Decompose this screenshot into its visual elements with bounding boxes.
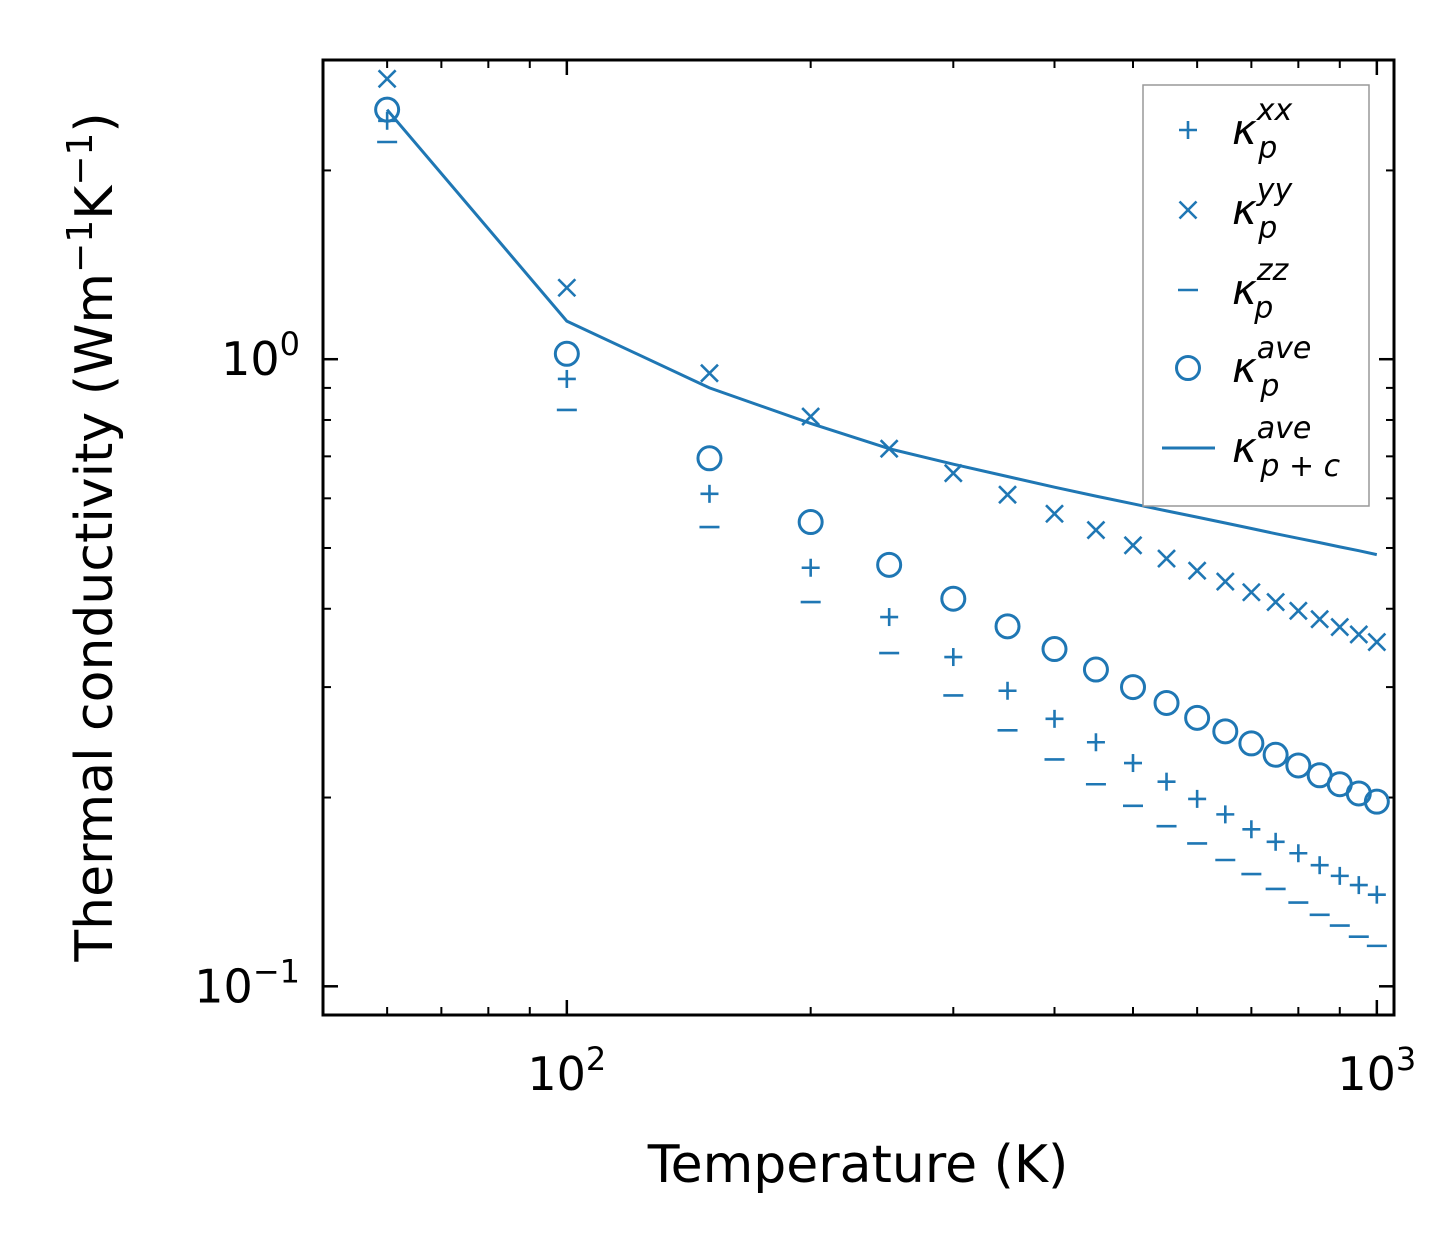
data-point-kyy [377, 69, 397, 89]
data-point-kave [374, 96, 401, 123]
data-point-kxx [1216, 805, 1235, 824]
legend-label: κyy p [1232, 173, 1294, 246]
data-point-kave [1120, 674, 1147, 701]
data-point-kyy [1157, 549, 1176, 568]
data-point-kxx [1310, 856, 1329, 875]
data-point-kyy [1086, 520, 1106, 540]
data-point-kyy [1241, 582, 1261, 602]
data-point-kave [994, 613, 1021, 640]
data-point-kave [1212, 718, 1239, 745]
series-kzz [377, 140, 1387, 948]
series-line-kpc [385, 108, 1378, 557]
y-tick-label: 100 [221, 325, 300, 386]
data-point-kave [1153, 689, 1180, 716]
data-point-kave [1262, 741, 1289, 768]
data-point-kave [1082, 656, 1109, 683]
data-point-kyy [1310, 609, 1330, 629]
series-kpc [385, 108, 1378, 557]
data-point-kxx [1349, 876, 1368, 895]
data-point-kxx [1289, 844, 1308, 863]
data-point-kave [1041, 636, 1068, 663]
data-point-kxx [1045, 709, 1064, 728]
data-point-kxx [1367, 885, 1386, 904]
data-point-kyy [1215, 572, 1235, 591]
legend-swatch [1179, 121, 1197, 139]
y-axis-label: Thermal conductivity (Wm−1K−1) [60, 112, 125, 962]
legend-entry-kave: κave p [1175, 331, 1311, 404]
data-point-kxx [998, 681, 1017, 700]
y-tick-label: 10−1 [194, 952, 300, 1013]
data-point-kyy [1367, 632, 1387, 652]
data-point-kxx [700, 484, 719, 503]
data-point-kxx [880, 608, 899, 627]
data-point-kyy [1349, 625, 1369, 644]
legend-frame [1142, 84, 1370, 507]
data-point-kyy [1045, 504, 1064, 524]
data-point-kyy [1330, 617, 1350, 637]
data-point-kyy [557, 278, 577, 298]
legend-entry-kxx: κxx p [1179, 93, 1293, 166]
legend-entry-kzz: κzz p [1178, 253, 1290, 326]
data-point-kyy [1187, 561, 1207, 581]
legend-swatch [1178, 200, 1198, 220]
data-point-kave [1238, 730, 1265, 757]
x-tick-label: 103 [1337, 1040, 1416, 1101]
tick-labels: 102 103 100 10−1 [194, 325, 1416, 1101]
data-point-kyy [998, 485, 1017, 505]
legend-entry-kpc: κave p + c [1162, 411, 1341, 484]
data-point-kave [696, 445, 723, 472]
data-point-kxx [557, 369, 576, 388]
data-point-kave [1285, 752, 1312, 779]
plot-frame [321, 58, 1396, 1017]
data-point-kxx [1266, 832, 1285, 851]
data-marks [374, 69, 1390, 948]
data-point-kyy [943, 463, 963, 483]
series-kxx [378, 111, 1386, 904]
data-point-kave [876, 551, 903, 578]
data-point-kxx [801, 558, 820, 577]
data-point-kyy [1288, 601, 1308, 621]
data-point-kyy [1266, 592, 1286, 612]
series-kave [374, 96, 1390, 815]
data-point-kxx [1157, 772, 1176, 791]
legend-label: κave p [1232, 331, 1311, 404]
data-point-kxx [1330, 866, 1349, 885]
data-point-kave [940, 585, 967, 612]
data-point-kave [1184, 704, 1211, 731]
data-point-kxx [1242, 820, 1261, 839]
legend-label: κave p + c [1232, 411, 1341, 484]
series-kyy [377, 69, 1387, 652]
data-point-kxx [1124, 754, 1143, 773]
data-point-kxx [1188, 789, 1207, 808]
data-point-kave [797, 509, 824, 536]
data-point-kave [1363, 788, 1390, 815]
data-point-kyy [700, 363, 719, 383]
data-point-kxx [944, 648, 963, 667]
data-point-kave [553, 340, 580, 367]
legend-label: κzz p [1232, 253, 1290, 326]
x-tick-label: 102 [527, 1040, 606, 1101]
svg-text:Thermal conductivity (Wm−1K−1): Thermal conductivity (Wm−1K−1) [60, 112, 125, 962]
legend-label: κxx p [1232, 93, 1293, 166]
x-axis-label: Temperature (K) [647, 1135, 1069, 1195]
data-point-kxx [1086, 733, 1105, 752]
data-point-kyy [1123, 535, 1143, 555]
legend-entry-kyy: κyy p [1178, 173, 1294, 246]
legend-swatch [1175, 355, 1201, 381]
